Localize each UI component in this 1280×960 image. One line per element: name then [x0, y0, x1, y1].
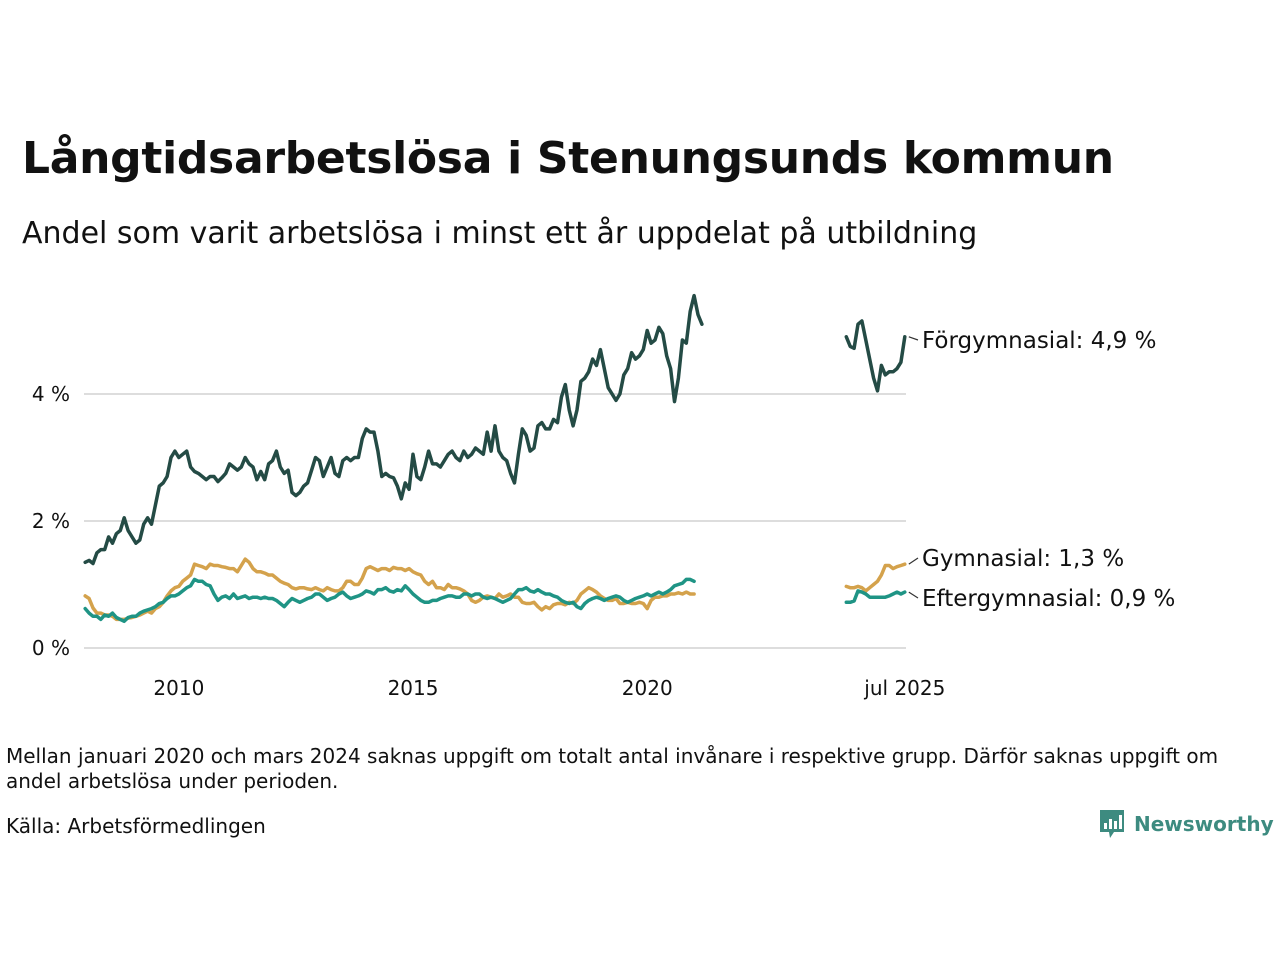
series-line-eftergymnasial: [844, 589, 907, 605]
label-leader-line: [908, 336, 919, 341]
series-line-gymnasial: [83, 557, 696, 622]
series-line-eftergymnasial: [83, 577, 696, 624]
series-line-förgymnasial: [83, 293, 704, 566]
x-tick-label: 2020: [622, 676, 673, 700]
chart-subtitle: Andel som varit arbetslösa i minst ett å…: [22, 216, 978, 251]
series-end-label: Eftergymnasial: 0,9 %: [922, 586, 1175, 612]
series-line-gymnasial: [844, 562, 907, 593]
y-tick-label: 0 %: [32, 636, 70, 660]
source-credit: Källa: Arbetsförmedlingen: [6, 814, 266, 838]
footnote: Mellan januari 2020 och mars 2024 saknas…: [6, 744, 1219, 793]
label-leader-line: [908, 591, 919, 599]
series-end-label: Gymnasial: 1,3 %: [922, 546, 1124, 572]
brand-logo: Newsworthy: [1098, 808, 1274, 840]
label-leader-line: [908, 557, 919, 565]
x-tick-label: 2015: [388, 676, 439, 700]
y-tick-label: 2 %: [32, 509, 70, 533]
grid-lines: [84, 393, 906, 649]
line-chart: 0 % 2 % 4 % 2010 2015 2020 jul 2025 Förgymnas…: [32, 293, 1175, 700]
series-line-förgymnasial: [844, 319, 907, 393]
y-tick-label: 4 %: [32, 382, 70, 406]
y-axis: 0 % 2 % 4 %: [32, 382, 70, 660]
brand-name: Newsworthy: [1134, 812, 1274, 836]
x-tick-label: jul 2025: [863, 676, 945, 700]
series-end-label: Förgymnasial: 4,9 %: [922, 328, 1156, 354]
series-labels: Förgymnasial: 4,9 % Gymnasial: 1,3 % Efter…: [908, 328, 1175, 612]
x-axis: 2010 2015 2020 jul 2025: [153, 676, 945, 700]
series-lines: [83, 293, 907, 624]
x-tick-label: 2010: [153, 676, 204, 700]
newsworthy-logo-icon: [1100, 810, 1124, 838]
chart-title: Långtidsarbetslösa i Stenungsunds kommun: [22, 133, 1114, 184]
